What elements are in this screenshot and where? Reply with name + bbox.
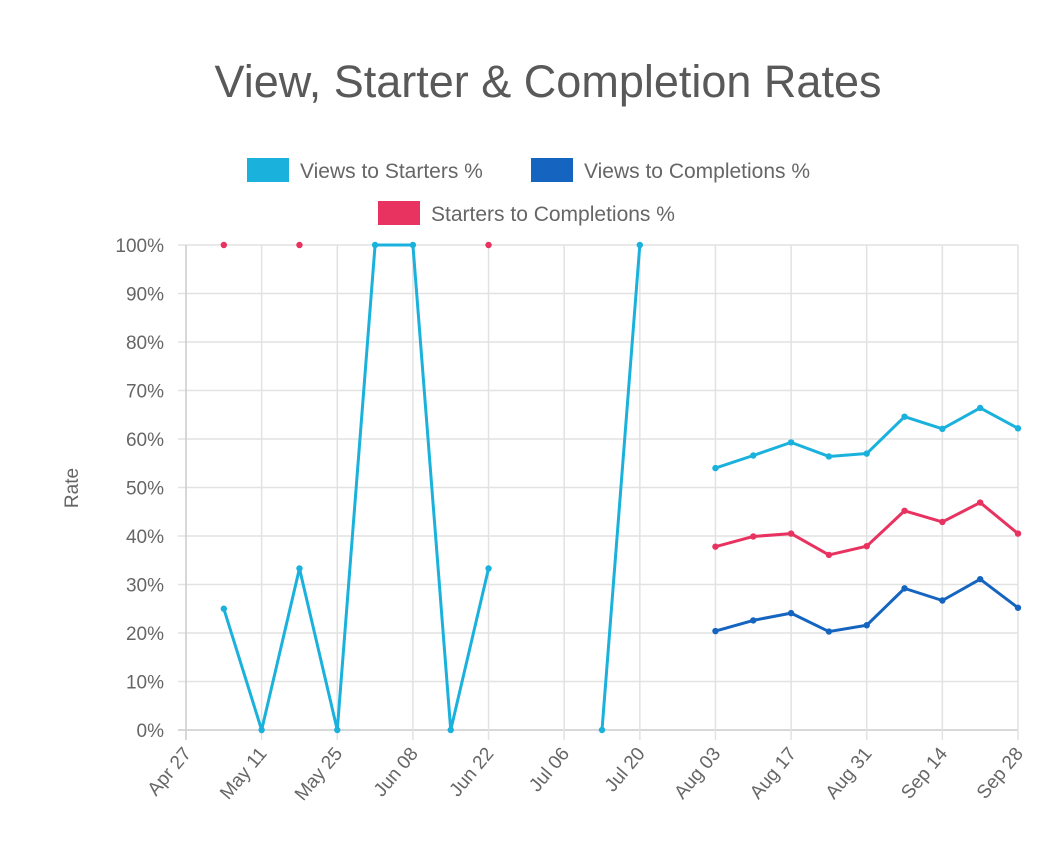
x-tick-label: Sep 28 (973, 744, 1028, 804)
legend-swatch (531, 158, 573, 182)
data-point (334, 726, 341, 734)
data-point (787, 530, 795, 537)
data-point (825, 551, 833, 559)
data-point (939, 518, 946, 526)
data-point (296, 241, 303, 249)
data-point (976, 404, 984, 412)
data-point (485, 565, 492, 572)
data-point (863, 622, 870, 629)
data-point (825, 628, 833, 635)
y-axis-label: Rate (62, 468, 83, 508)
y-tick-label: 60% (126, 430, 164, 451)
data-point (939, 425, 946, 433)
x-tick-label: Jun 08 (370, 744, 423, 801)
data-point (296, 565, 303, 572)
x-tick-label: May 25 (291, 744, 347, 805)
x-tick-label: Jul 06 (525, 744, 574, 796)
data-point (447, 726, 454, 734)
data-point (939, 597, 946, 604)
data-point (371, 241, 379, 249)
grid (178, 244, 1019, 740)
series-layer (220, 241, 1022, 734)
data-point (750, 617, 757, 624)
data-point (220, 605, 228, 612)
data-point (1014, 604, 1022, 611)
y-tick-label: 40% (126, 527, 164, 548)
y-tick-label: 70% (126, 382, 164, 403)
y-tick-label: 20% (126, 624, 164, 645)
data-point (750, 533, 757, 540)
data-point (901, 507, 908, 514)
data-point (825, 453, 833, 460)
x-tick-label: May 11 (216, 744, 271, 804)
data-point (712, 464, 719, 472)
data-point (712, 543, 719, 550)
data-point (220, 241, 228, 249)
data-point (787, 439, 795, 446)
y-tick-label: 50% (126, 479, 164, 500)
chart-title: View, Starter & Completion Rates (215, 56, 882, 107)
data-point (636, 241, 644, 249)
data-point (750, 452, 757, 459)
x-tick-label: Jul 20 (601, 744, 650, 796)
data-point (976, 575, 984, 583)
data-point (712, 627, 719, 635)
legend: Views to Starters % Views to Completions … (247, 158, 810, 226)
x-tick-label: Sep 14 (897, 743, 952, 803)
data-point (976, 499, 984, 506)
data-point (863, 542, 870, 550)
x-tick-label: Aug 31 (822, 744, 877, 804)
data-point (901, 413, 908, 420)
y-tick-label: 100% (115, 236, 164, 257)
axes: 0% 10% 20% 30% 40% 50% 60% 70% 80% 90% 100% Apr 27 M… (115, 236, 1027, 805)
y-tick-label: 90% (126, 285, 164, 306)
legend-swatch (378, 201, 420, 225)
data-point (787, 609, 795, 617)
data-point (901, 585, 908, 592)
series-line (600, 244, 642, 731)
data-point (1014, 530, 1022, 537)
y-tick-label: 0% (137, 721, 165, 742)
data-point (598, 726, 606, 734)
data-point (863, 450, 870, 457)
x-tick-label: Aug 03 (670, 744, 725, 804)
x-tick-label: Aug 17 (746, 744, 801, 804)
y-tick-label: 30% (126, 576, 164, 597)
y-tick-label: 10% (126, 673, 164, 694)
x-tick-label: Jun 22 (446, 744, 499, 801)
data-point (409, 241, 417, 249)
data-point (485, 241, 492, 249)
data-point (1014, 425, 1022, 432)
series-line (222, 243, 491, 732)
y-tick-label: 80% (126, 333, 164, 354)
data-point (258, 726, 265, 734)
x-tick-label: Apr 27 (144, 744, 196, 800)
legend-label: Views to Starters % (300, 160, 483, 183)
legend-swatch (247, 158, 289, 182)
legend-label: Views to Completions % (584, 160, 810, 183)
legend-label: Starters to Completions % (431, 203, 675, 226)
